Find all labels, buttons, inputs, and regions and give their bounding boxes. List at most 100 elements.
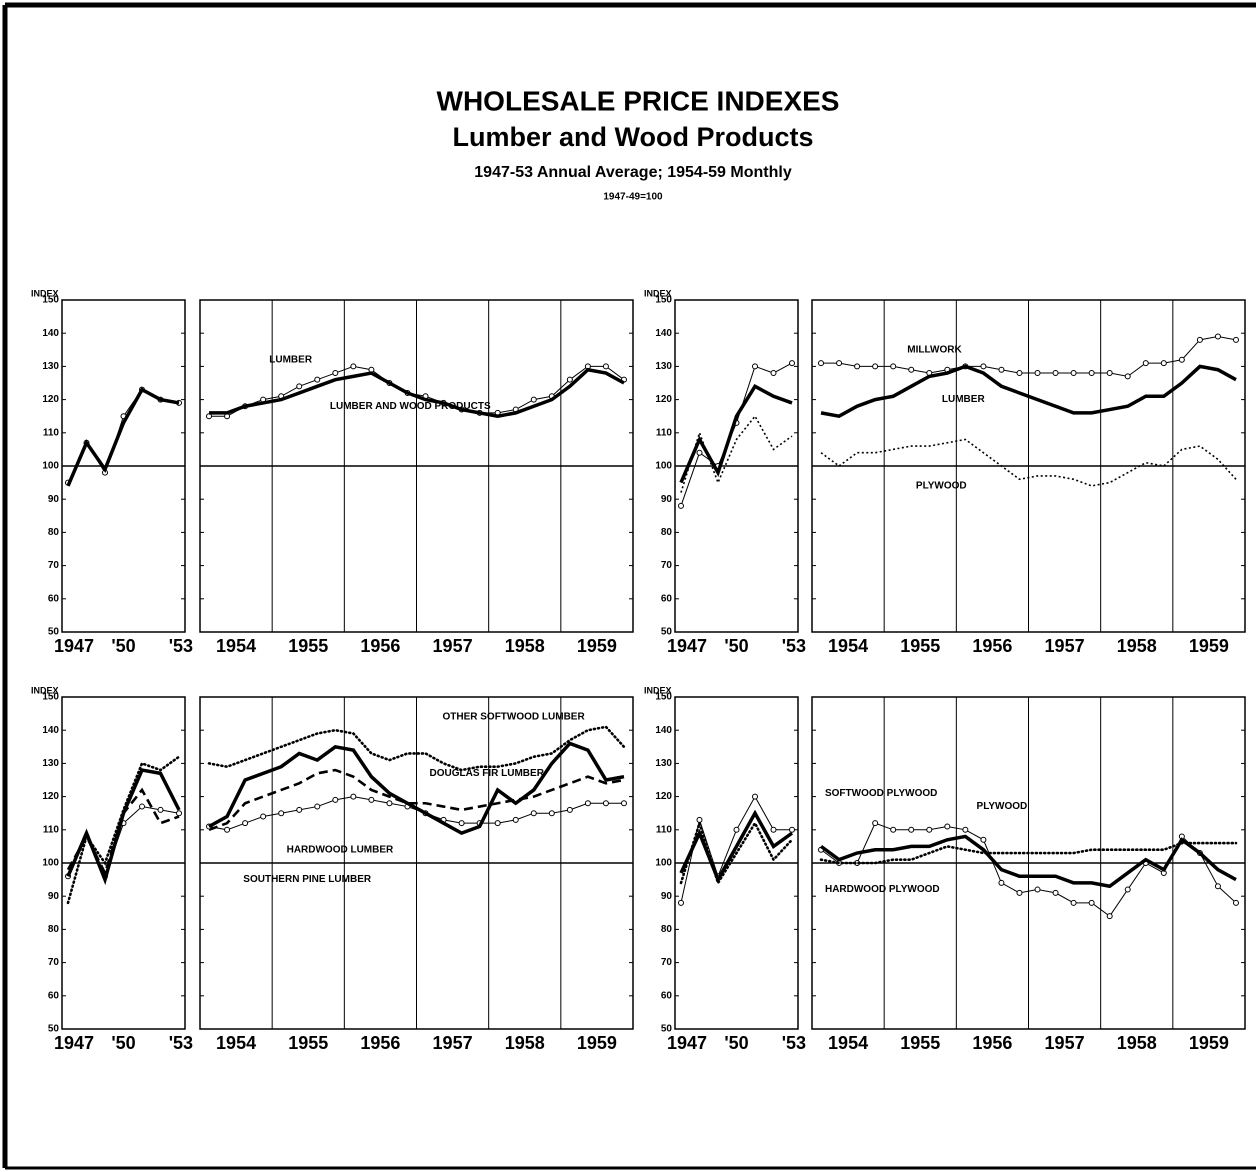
x-tick-label: '50 bbox=[724, 1033, 748, 1053]
series-label: HARDWOOD PLYWOOD bbox=[825, 884, 940, 895]
y-tick-label: 90 bbox=[661, 891, 673, 902]
y-tick-label: 50 bbox=[48, 627, 60, 638]
point bbox=[1232, 899, 1239, 906]
point bbox=[1052, 889, 1059, 896]
x-tick-label: 1959 bbox=[577, 1033, 617, 1053]
y-tick-label: 140 bbox=[655, 328, 672, 339]
point bbox=[296, 806, 303, 813]
monthly-line bbox=[820, 438, 1237, 487]
series-label: PLYWOOD bbox=[977, 801, 1028, 812]
y-tick-label: 80 bbox=[661, 924, 673, 935]
y-tick-label: 140 bbox=[42, 725, 59, 736]
point bbox=[139, 803, 145, 810]
y-tick-label: 60 bbox=[48, 593, 60, 604]
monthly-line bbox=[819, 834, 1237, 889]
series-label: SOUTHERN PINE LUMBER bbox=[243, 874, 372, 885]
y-tick-label: 140 bbox=[42, 328, 59, 339]
y-tick-label: 150 bbox=[42, 692, 59, 703]
y-tick-label: 70 bbox=[661, 957, 673, 968]
point bbox=[1034, 370, 1041, 377]
point bbox=[854, 363, 861, 370]
point bbox=[458, 820, 465, 827]
point bbox=[512, 816, 519, 823]
x-tick-label: 1947 bbox=[667, 636, 707, 656]
y-tick-label: 100 bbox=[655, 461, 672, 472]
point bbox=[678, 899, 684, 906]
y-tick-label: 150 bbox=[655, 295, 672, 306]
monthly-line bbox=[209, 367, 625, 418]
x-tick-label: 1954 bbox=[828, 1033, 868, 1053]
monthly-line bbox=[207, 725, 626, 772]
point bbox=[998, 366, 1005, 373]
x-tick-label: 1957 bbox=[433, 636, 473, 656]
point bbox=[1196, 336, 1203, 343]
point bbox=[242, 820, 249, 827]
y-tick-label: 130 bbox=[655, 758, 672, 769]
x-tick-label: 1958 bbox=[505, 1033, 545, 1053]
series-label: LUMBER bbox=[269, 354, 313, 365]
point bbox=[836, 360, 843, 367]
series-label: DOUGLAS FIR LUMBER bbox=[429, 768, 544, 779]
point bbox=[962, 826, 969, 833]
point bbox=[1106, 370, 1113, 377]
point bbox=[890, 826, 897, 833]
point bbox=[696, 449, 703, 456]
y-tick-label: 110 bbox=[656, 824, 673, 835]
x-tick-label: 1955 bbox=[900, 636, 940, 656]
x-tick-label: 1947 bbox=[667, 1033, 707, 1053]
point bbox=[1016, 889, 1023, 896]
x-tick-label: '50 bbox=[111, 1033, 135, 1053]
y-tick-label: 110 bbox=[43, 427, 60, 438]
point bbox=[678, 502, 684, 509]
point bbox=[620, 800, 627, 807]
x-tick-label: '53 bbox=[169, 636, 193, 656]
title: WHOLESALE PRICE INDEXES bbox=[437, 85, 840, 116]
annual-line bbox=[679, 818, 794, 887]
x-tick-label: '53 bbox=[782, 1033, 806, 1053]
annual-line bbox=[680, 414, 793, 493]
point bbox=[1070, 899, 1077, 906]
x-tick-label: 1958 bbox=[505, 636, 545, 656]
point bbox=[818, 360, 825, 367]
x-tick-label: 1957 bbox=[1045, 636, 1085, 656]
y-tick-label: 100 bbox=[42, 858, 59, 869]
point bbox=[1052, 370, 1059, 377]
y-tick-label: 130 bbox=[42, 361, 59, 372]
point bbox=[494, 820, 501, 827]
point bbox=[157, 806, 164, 813]
x-tick-label: 1957 bbox=[433, 1033, 473, 1053]
point bbox=[314, 376, 321, 383]
point bbox=[530, 396, 537, 403]
point bbox=[350, 363, 357, 370]
monthly-line bbox=[208, 741, 625, 836]
y-tick-label: 120 bbox=[655, 394, 672, 405]
point bbox=[733, 826, 740, 833]
point bbox=[368, 796, 375, 803]
point bbox=[980, 836, 987, 843]
x-tick-label: 1956 bbox=[972, 636, 1012, 656]
point bbox=[1214, 883, 1221, 890]
point bbox=[1178, 356, 1185, 363]
x-tick-label: '50 bbox=[111, 636, 135, 656]
period: 1947-53 Annual Average; 1954-59 Monthly bbox=[474, 164, 792, 181]
x-tick-label: 1958 bbox=[1117, 636, 1157, 656]
point bbox=[908, 366, 915, 373]
monthly-line bbox=[821, 336, 1237, 377]
point bbox=[696, 816, 703, 823]
point bbox=[1124, 886, 1131, 893]
y-tick-label: 80 bbox=[661, 527, 673, 538]
point bbox=[926, 826, 933, 833]
point bbox=[332, 796, 339, 803]
x-tick-label: 1957 bbox=[1045, 1033, 1085, 1053]
y-axis-label: INDEX bbox=[644, 288, 672, 298]
point bbox=[872, 820, 879, 827]
point bbox=[770, 826, 777, 833]
point bbox=[998, 879, 1005, 886]
point bbox=[314, 803, 321, 810]
point bbox=[224, 826, 231, 833]
series-label: OTHER SOFTWOOD LUMBER bbox=[442, 712, 585, 723]
y-tick-label: 70 bbox=[48, 560, 60, 571]
monthly-line bbox=[819, 841, 1238, 865]
y-tick-label: 90 bbox=[661, 494, 673, 505]
